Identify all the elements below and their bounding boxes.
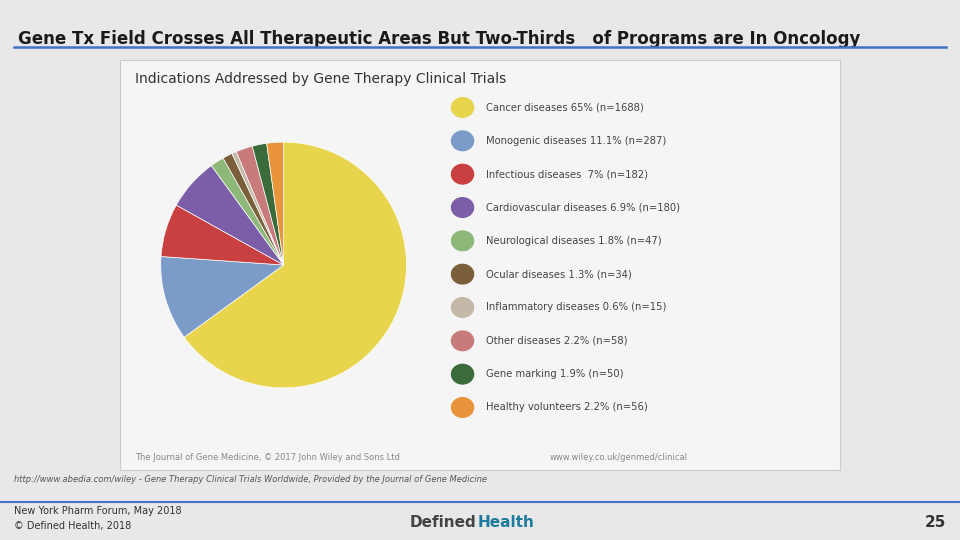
Wedge shape — [160, 256, 283, 337]
Text: Ocular diseases 1.3% (n=34): Ocular diseases 1.3% (n=34) — [486, 269, 632, 279]
FancyBboxPatch shape — [120, 60, 840, 470]
Text: New York Pharm Forum, May 2018
© Defined Health, 2018: New York Pharm Forum, May 2018 © Defined… — [14, 506, 181, 531]
Text: Neurological diseases 1.8% (n=47): Neurological diseases 1.8% (n=47) — [486, 236, 661, 246]
Text: 25: 25 — [924, 515, 946, 530]
Circle shape — [451, 131, 473, 151]
Circle shape — [451, 98, 473, 117]
Circle shape — [451, 364, 473, 384]
Wedge shape — [177, 166, 283, 265]
Text: Cancer diseases 65% (n=1688): Cancer diseases 65% (n=1688) — [486, 103, 644, 112]
Text: Monogenic diseases 11.1% (n=287): Monogenic diseases 11.1% (n=287) — [486, 136, 666, 146]
Text: Gene marking 1.9% (n=50): Gene marking 1.9% (n=50) — [486, 369, 624, 379]
Text: www.wiley.co.uk/genmed/clinical: www.wiley.co.uk/genmed/clinical — [550, 453, 688, 462]
Wedge shape — [232, 152, 283, 265]
Text: http://www.abedia.com/wiley - Gene Therapy Clinical Trials Worldwide, Provided b: http://www.abedia.com/wiley - Gene Thera… — [14, 475, 487, 484]
Wedge shape — [267, 142, 283, 265]
Circle shape — [451, 164, 473, 184]
Text: Inflammatory diseases 0.6% (n=15): Inflammatory diseases 0.6% (n=15) — [486, 302, 666, 313]
Text: Indications Addressed by Gene Therapy Clinical Trials: Indications Addressed by Gene Therapy Cl… — [135, 72, 506, 86]
Wedge shape — [211, 158, 283, 265]
Circle shape — [451, 331, 473, 350]
Wedge shape — [236, 146, 283, 265]
Text: Gene Tx Field Crosses All Therapeutic Areas But Two-Thirds   of Programs are In : Gene Tx Field Crosses All Therapeutic Ar… — [18, 30, 860, 48]
Text: Health: Health — [478, 515, 535, 530]
Circle shape — [451, 198, 473, 217]
Text: Other diseases 2.2% (n=58): Other diseases 2.2% (n=58) — [486, 336, 628, 346]
Text: Defined: Defined — [409, 515, 476, 530]
Text: Healthy volunteers 2.2% (n=56): Healthy volunteers 2.2% (n=56) — [486, 402, 648, 413]
Text: Cardiovascular diseases 6.9% (n=180): Cardiovascular diseases 6.9% (n=180) — [486, 202, 681, 213]
Wedge shape — [184, 142, 406, 388]
Wedge shape — [161, 205, 283, 265]
Wedge shape — [223, 153, 283, 265]
Circle shape — [451, 298, 473, 318]
Wedge shape — [252, 143, 283, 265]
Circle shape — [451, 397, 473, 417]
Text: Infectious diseases  7% (n=182): Infectious diseases 7% (n=182) — [486, 169, 648, 179]
Text: The Journal of Gene Medicine, © 2017 John Wiley and Sons Ltd: The Journal of Gene Medicine, © 2017 Joh… — [135, 453, 400, 462]
Circle shape — [451, 231, 473, 251]
Circle shape — [451, 265, 473, 284]
